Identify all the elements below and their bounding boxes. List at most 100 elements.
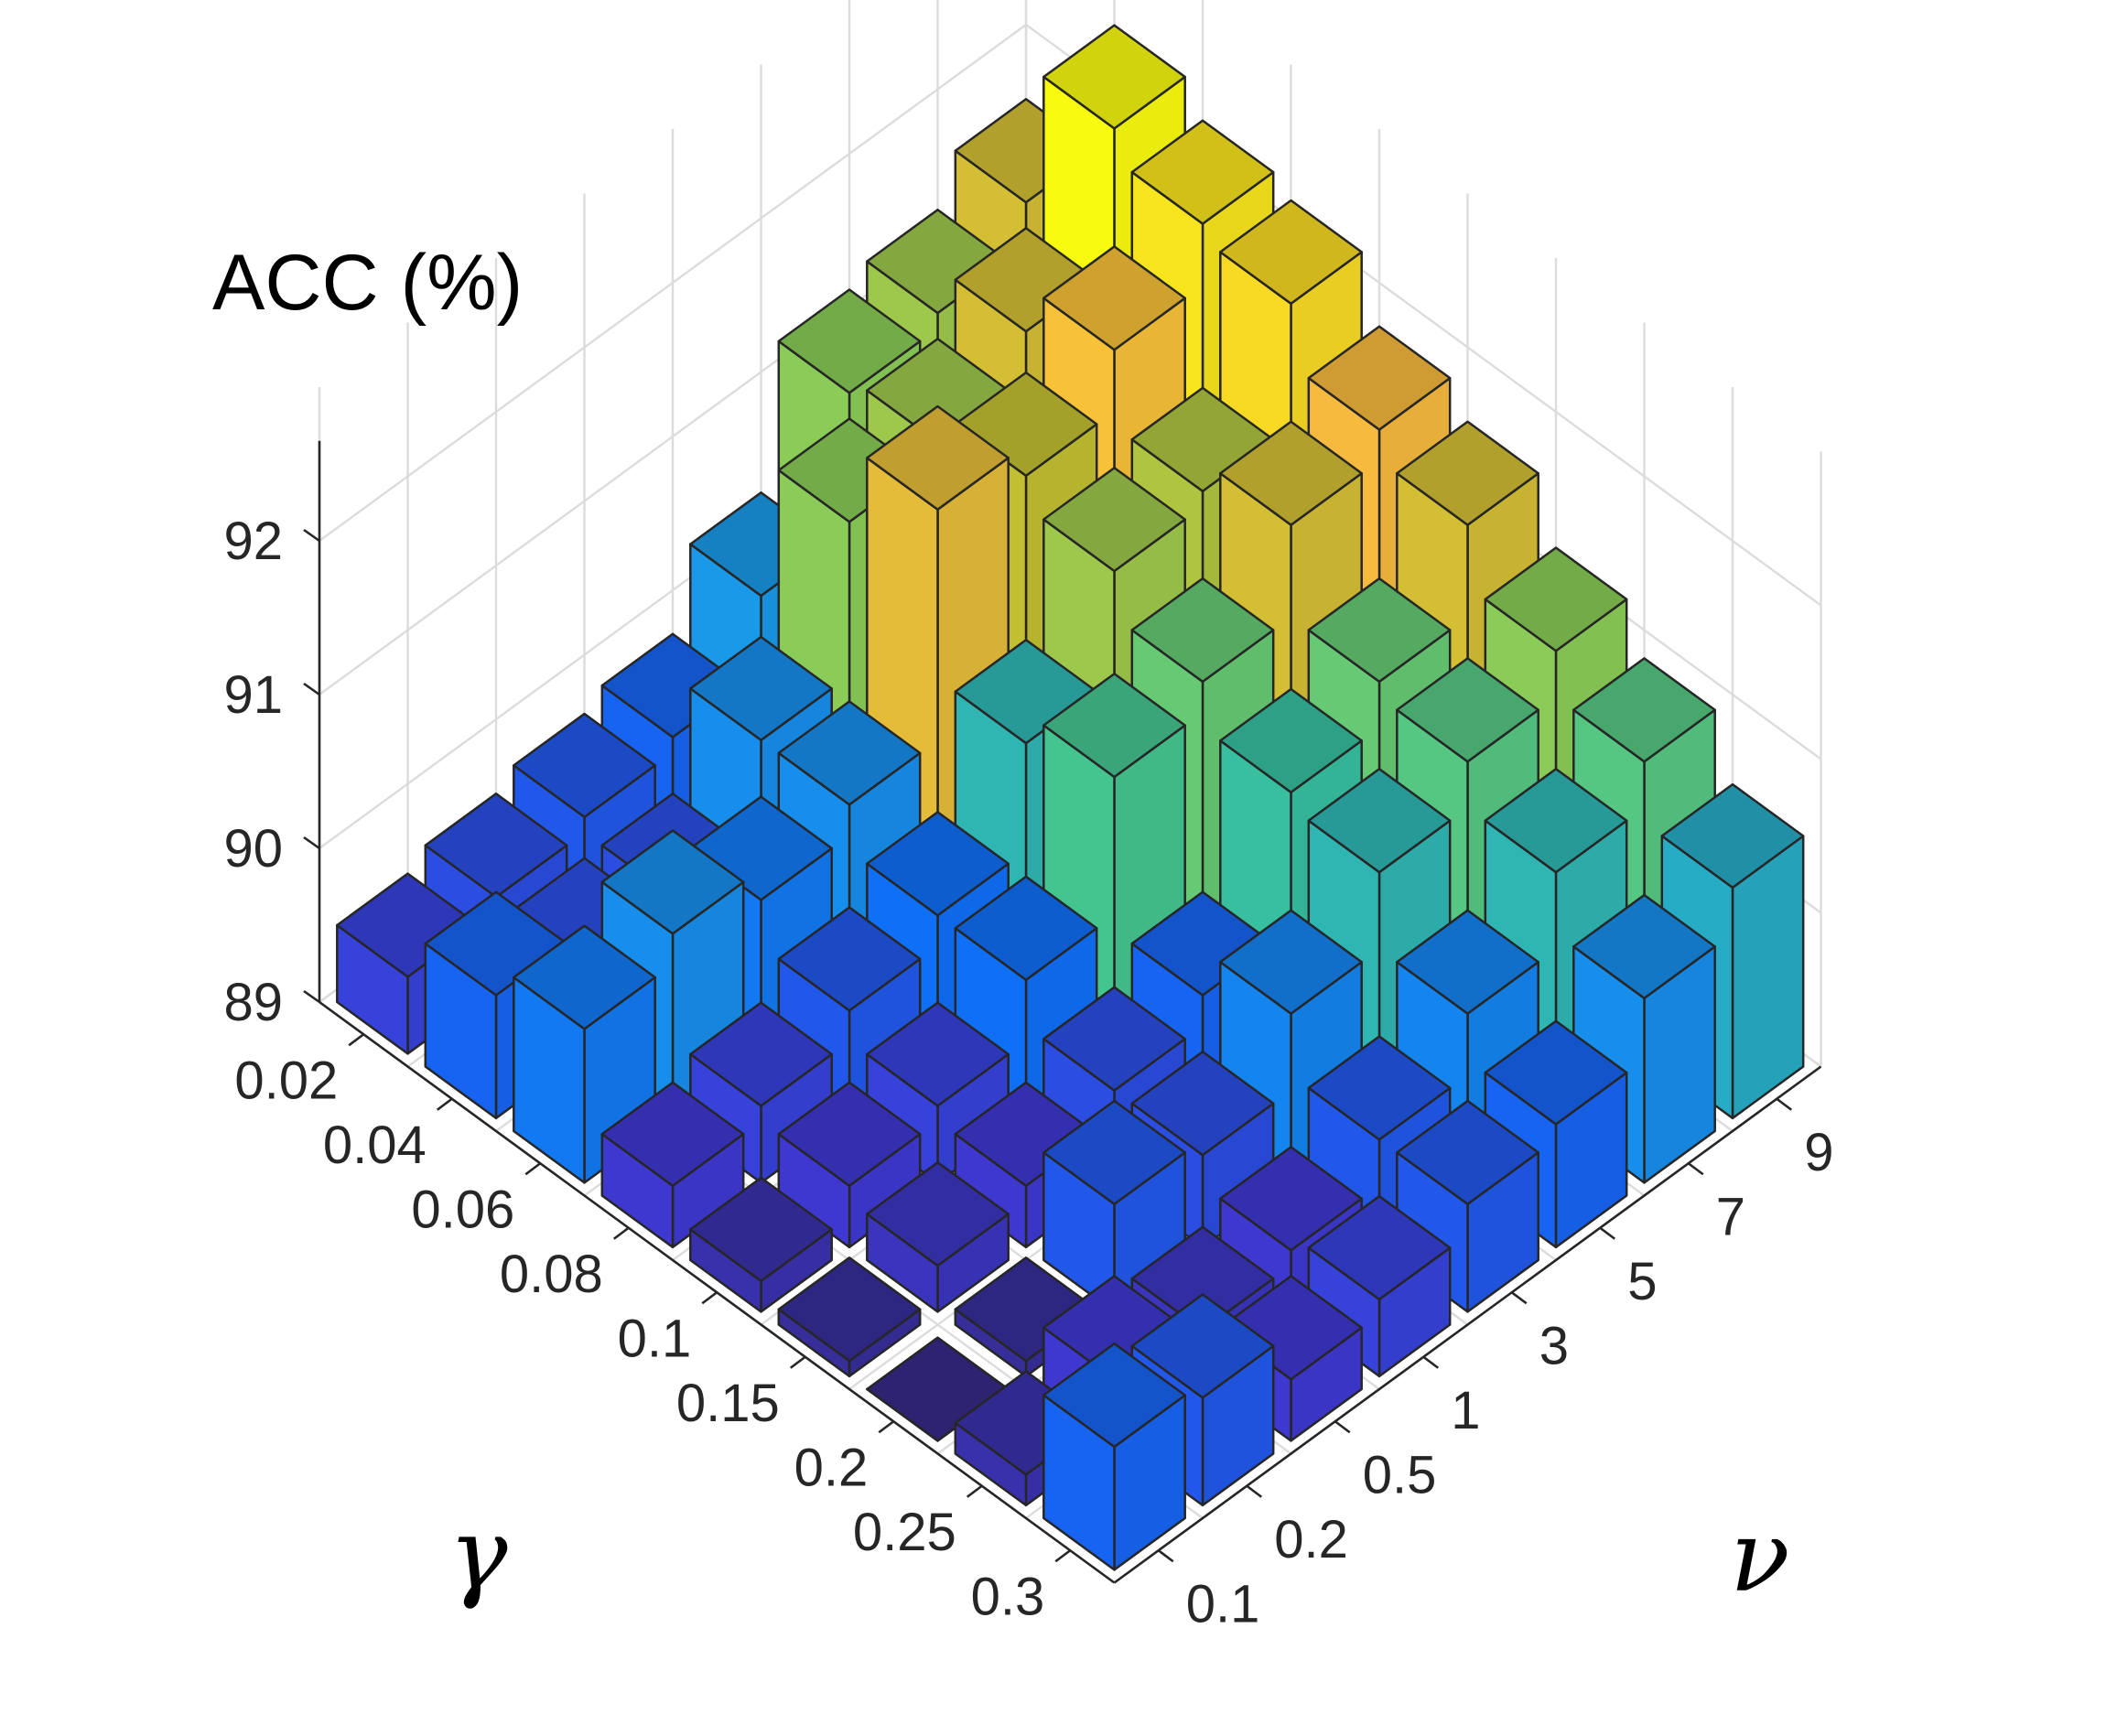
z-tick-label: 90: [223, 819, 283, 879]
bar-face-top: [1219, 1146, 1363, 1252]
axes: [303, 440, 1822, 1584]
bar-face-top: [777, 1081, 922, 1187]
bar-face-top: [1396, 657, 1539, 763]
gamma-tick: [436, 1097, 453, 1111]
gamma-tick: [789, 1355, 806, 1369]
gamma-tick-label: 0.25: [853, 1503, 956, 1562]
gamma-tick-label: 0.02: [234, 1051, 338, 1110]
bar-face-top: [866, 1160, 1010, 1267]
nu-tick: [1510, 1291, 1528, 1305]
bar-face-top: [1572, 893, 1716, 1000]
nu-tick-label: 9: [1804, 1123, 1833, 1182]
bar-face-top: [513, 712, 656, 819]
gamma-tick: [524, 1162, 542, 1176]
bar-face-top: [424, 793, 568, 899]
bar: [866, 1160, 1010, 1313]
gamma-tick-label: 0.06: [411, 1180, 514, 1239]
bar-face-top: [777, 288, 922, 394]
nu-tick: [1157, 1549, 1174, 1563]
bar-grid: [336, 24, 1805, 1571]
gamma-tick-label: 0.15: [676, 1374, 780, 1433]
bar-face-top: [513, 924, 656, 1030]
bar-face-top: [1307, 768, 1452, 874]
x-axis-title: γ: [448, 1497, 508, 1612]
bar-face-top: [1572, 657, 1716, 763]
bar-face-top: [1130, 1051, 1275, 1157]
bar-face-top: [1042, 986, 1186, 1092]
bar-face-top: [1484, 768, 1628, 874]
gamma-tick: [701, 1291, 718, 1305]
bar-face-top: [1396, 420, 1539, 526]
bar-face-top: [866, 404, 1010, 512]
gamma-tick-label: 0.08: [500, 1245, 603, 1304]
bar-face-top: [1130, 119, 1275, 225]
bar-face-top: [1307, 1194, 1452, 1301]
bar-face-top: [954, 875, 1098, 981]
bar-face-top: [1042, 245, 1186, 351]
z-tick: [303, 836, 320, 850]
nu-tick-label: 1: [1451, 1381, 1480, 1440]
gamma-tick-label: 0.04: [323, 1116, 427, 1175]
z-tick-label: 91: [223, 665, 283, 725]
bar: [1042, 1342, 1186, 1571]
z-tick: [303, 989, 320, 1004]
gamma-tick-label: 0.2: [794, 1438, 869, 1497]
nu-tick: [1334, 1420, 1351, 1434]
gamma-tick: [1054, 1549, 1072, 1563]
bar: [777, 1256, 922, 1378]
z-tick-label: 89: [223, 973, 283, 1032]
grid-line: [319, 23, 1822, 607]
bar-face-top: [1042, 466, 1186, 573]
bar-face-top: [1219, 909, 1363, 1015]
nu-tick-label: 5: [1627, 1252, 1657, 1311]
gamma-tick: [878, 1420, 895, 1434]
gamma-tick: [966, 1484, 983, 1498]
bar-face-top: [1042, 24, 1186, 130]
nu-tick-label: 7: [1716, 1187, 1745, 1246]
bar-face-top: [1130, 1293, 1275, 1399]
bar-face-top: [1484, 1019, 1628, 1126]
bar-face-top: [689, 1001, 833, 1107]
bar-face-top: [866, 1001, 1010, 1107]
nu-tick: [1776, 1097, 1793, 1111]
bar-face-top: [1660, 782, 1805, 890]
nu-tick-label: 3: [1539, 1316, 1569, 1375]
nu-tick-label: 0.2: [1274, 1510, 1348, 1569]
bar-face-top: [689, 1176, 833, 1283]
bar-face-top: [1307, 577, 1452, 684]
y-axis-title: ν: [1730, 1500, 1790, 1614]
nu-tick: [1599, 1226, 1616, 1240]
bar-face-top: [866, 811, 1010, 917]
z-tick-label: 92: [223, 512, 283, 571]
bar-face-top: [1219, 687, 1363, 794]
bar-face-top: [777, 1256, 922, 1363]
nu-tick-label: 0.1: [1186, 1574, 1260, 1634]
bar-face-top: [1484, 546, 1628, 652]
bar-face-top: [1219, 199, 1363, 306]
bar-face-top: [1307, 1035, 1452, 1141]
z-tick: [303, 682, 320, 696]
bar-face-top: [1219, 420, 1363, 526]
gamma-tick: [612, 1226, 630, 1240]
gamma-tick: [348, 1033, 365, 1047]
gamma-tick-label: 0.1: [618, 1309, 692, 1368]
bar-face-top: [1042, 1342, 1186, 1449]
z-axis-title: ACC (%): [212, 239, 523, 327]
bar-face-top: [777, 700, 922, 806]
nu-tick-label: 0.5: [1363, 1445, 1437, 1504]
bar-face-top: [1307, 325, 1452, 431]
bar-face-top: [1042, 1099, 1186, 1206]
nu-tick: [1422, 1355, 1440, 1369]
z-tick: [303, 528, 320, 543]
axis-labels: 899091920.020.040.060.080.10.150.20.250.…: [223, 512, 1833, 1634]
bar-face-top: [777, 906, 922, 1012]
bar-face-top: [1396, 909, 1539, 1015]
nu-tick: [1687, 1162, 1704, 1176]
bar-face-top: [600, 1081, 745, 1187]
nu-tick: [1246, 1484, 1263, 1498]
bar-face-top: [689, 635, 833, 742]
bar: [777, 1081, 922, 1249]
bar-face-top: [1042, 672, 1186, 779]
nu-axis-line: [1113, 1065, 1822, 1584]
